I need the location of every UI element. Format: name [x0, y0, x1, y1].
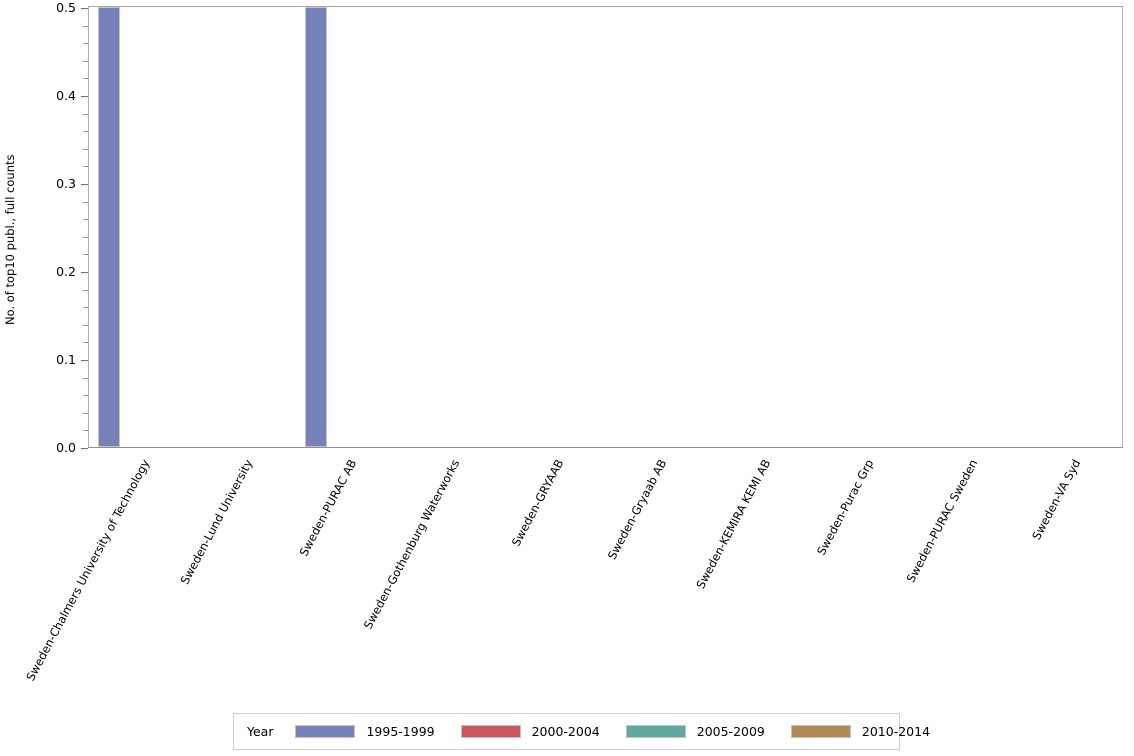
- legend-entry[interactable]: 2000-2004: [460, 724, 600, 739]
- legend-entry[interactable]: 2005-2009: [625, 724, 765, 739]
- legend-color-swatch: [790, 725, 851, 738]
- y-axis-minor-tick: [83, 43, 88, 45]
- y-axis-title: No. of top10 publ., full counts: [3, 154, 17, 326]
- legend-label: 2000-2004: [531, 724, 600, 739]
- y-axis-tick-label: 0.0: [56, 440, 76, 455]
- bar-category-group: [296, 7, 400, 447]
- bar-group: [89, 7, 1122, 447]
- legend-color-swatch: [295, 725, 356, 738]
- y-axis-minor-tick: [83, 254, 88, 256]
- bar-category-group: [710, 7, 814, 447]
- bar-category-group: [1021, 7, 1125, 447]
- bar-category-group: [607, 7, 711, 447]
- legend-label: 2010-2014: [861, 724, 931, 739]
- y-axis-minor-tick: [83, 395, 88, 397]
- y-axis-tick-label: 0.5: [56, 0, 76, 15]
- y-axis-minor-tick: [83, 148, 88, 150]
- y-axis-minor-tick: [83, 131, 88, 133]
- y-axis-major-tick: [81, 96, 88, 97]
- y-axis-minor-tick: [83, 60, 88, 62]
- legend: Year 1995-1999 2000-2004 2005-2009 2010-201…: [233, 713, 930, 750]
- y-axis-minor-tick: [83, 342, 88, 344]
- y-axis-minor-tick: [83, 430, 88, 432]
- legend-label: 2005-2009: [696, 724, 765, 739]
- bar-category-group: [503, 7, 607, 447]
- y-axis-minor-tick: [83, 324, 88, 326]
- bar-category-group: [917, 7, 1021, 447]
- y-axis-major-tick: [81, 448, 88, 449]
- y-axis-minor-tick: [83, 236, 88, 238]
- bar-category-group: [814, 7, 918, 447]
- y-axis-minor-tick: [83, 113, 88, 115]
- legend-entry[interactable]: 2010-2014: [790, 724, 931, 739]
- y-axis-minor-tick: [83, 219, 88, 221]
- plot-area: [88, 6, 1123, 448]
- bar-category-group: [193, 7, 297, 447]
- bar: [98, 7, 120, 447]
- y-axis-minor-tick: [83, 377, 88, 379]
- y-axis-major-tick: [81, 272, 88, 273]
- y-axis-minor-tick: [83, 307, 88, 309]
- y-axis-tick-label: 0.4: [56, 88, 76, 103]
- y-axis-tick-label: 0.2: [56, 264, 76, 279]
- legend-label: 1995-1999: [366, 724, 435, 739]
- y-axis-minor-tick: [83, 289, 88, 291]
- legend-title: Year: [247, 724, 274, 739]
- legend-entries: 1995-1999 2000-2004 2005-2009 2010-2014: [295, 724, 956, 739]
- y-axis-major-tick: [81, 184, 88, 185]
- y-axis-minor-tick: [83, 78, 88, 80]
- bar-category-group: [400, 7, 504, 447]
- y-axis-tick-label: 0.3: [56, 176, 76, 191]
- bar: [305, 7, 327, 447]
- y-axis-minor-tick: [83, 201, 88, 203]
- y-axis-major-tick: [81, 360, 88, 361]
- y-axis-major-tick: [81, 8, 88, 9]
- y-axis-minor-tick: [83, 25, 88, 27]
- y-axis-minor-tick: [83, 412, 88, 414]
- y-axis-tick-label: 0.1: [56, 352, 76, 367]
- y-axis-minor-tick: [83, 166, 88, 168]
- legend-entry[interactable]: 1995-1999: [295, 724, 435, 739]
- bar-category-group: [89, 7, 193, 447]
- legend-color-swatch: [460, 725, 521, 738]
- legend-color-swatch: [625, 725, 686, 738]
